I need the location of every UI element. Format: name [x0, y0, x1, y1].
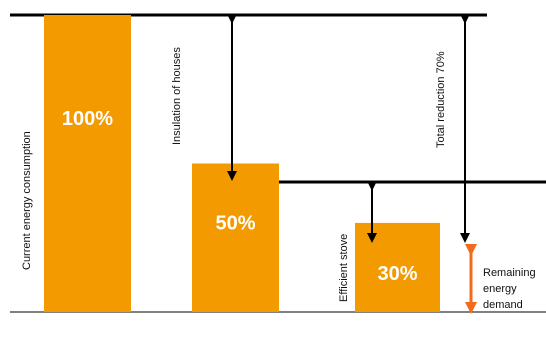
stove-annotation: Efficient stove	[338, 234, 350, 302]
remaining-demand-annotation: Remaining energy demand	[483, 267, 536, 311]
bar-value-label-stove: 30%	[377, 263, 417, 285]
current-consumption-annotation: Current energy consumption	[21, 131, 33, 270]
bar-current	[44, 15, 131, 312]
remaining-demand-line: demand	[483, 299, 523, 311]
remaining-demand-line: Remaining	[483, 267, 536, 279]
bar-insulation	[192, 163, 279, 312]
insulation-annotation: Insulation of houses	[171, 47, 183, 145]
bar-value-label-insulation: 50%	[215, 213, 255, 235]
total-reduction-annotation: Total reduction 70%	[435, 51, 447, 148]
remaining-demand-line: energy	[483, 283, 517, 295]
bar-value-label-current: 100%	[62, 108, 113, 130]
